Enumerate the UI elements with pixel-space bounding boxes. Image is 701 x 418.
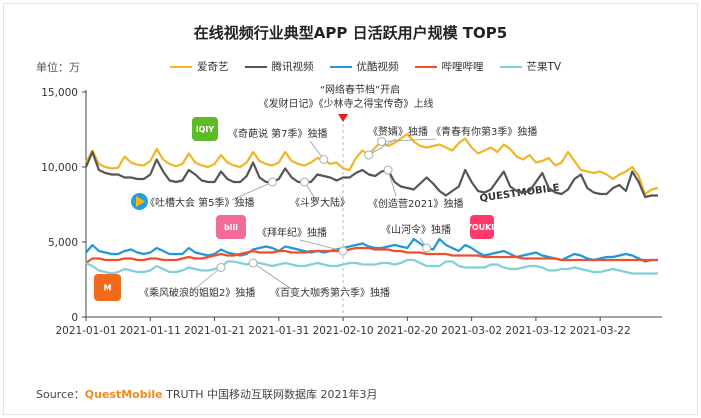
legend-label: 爱奇艺 xyxy=(197,61,229,73)
source-line: Source：QuestMobile TRUTH 中国移动互联网数据库 2021… xyxy=(36,386,378,402)
legend-item-3: 哔哩哔哩 xyxy=(414,59,484,74)
mgtv-logo-bg xyxy=(94,274,121,301)
annotation-label: 《斗罗大陆》 xyxy=(290,196,350,209)
legend-swatch xyxy=(499,65,522,68)
youku-logo-bg xyxy=(470,215,494,239)
mgtv-logo: M xyxy=(94,274,121,301)
annotation-point xyxy=(216,263,226,272)
legend-label: 优酷视频 xyxy=(356,61,399,73)
iqiyi-logo: iQIY xyxy=(192,117,218,141)
x-tick-label: 2021-01-21 xyxy=(184,325,245,337)
legend-swatch xyxy=(329,65,352,68)
legend-label: 哔哩哔哩 xyxy=(441,61,484,73)
annotation-leader xyxy=(252,262,291,289)
x-tick-label: 2021-01-11 xyxy=(120,325,181,337)
chart-legend: 爱奇艺 腾讯视频 优酷视频 哔哩哔哩 芒果TV xyxy=(170,59,577,74)
youku-logo-text: YOUKU xyxy=(465,223,497,232)
series-line-0 xyxy=(85,132,659,196)
annotation-leader xyxy=(381,138,437,142)
annotation-point xyxy=(422,243,432,253)
legend-swatch xyxy=(170,65,192,68)
annotation-point xyxy=(267,177,277,187)
annotation-label: 《赘婿》独播 xyxy=(368,125,428,138)
bilibili-logo-text: bili xyxy=(224,223,238,232)
legend-item-1: 腾讯视频 xyxy=(244,59,314,74)
annotation-point xyxy=(248,258,258,268)
annotation-leader xyxy=(299,239,344,252)
legend-item-2: 优酷视频 xyxy=(329,59,399,74)
chart-title: 在线视频行业典型APP 日活跃用户规模 TOP5 xyxy=(193,24,508,42)
legend-label: 芒果TV xyxy=(526,61,562,73)
x-tick-label: 2021-03-12 xyxy=(505,325,566,337)
bilibili-logo-bg xyxy=(216,215,246,239)
annotation-festival-title: “网络春节档”开启 xyxy=(320,83,400,96)
x-tick-label: 2021-02-20 xyxy=(377,325,438,337)
annotation-leader xyxy=(195,267,222,289)
legend-swatch xyxy=(414,65,437,68)
series-line-4 xyxy=(85,258,658,275)
iqiyi-logo-text: iQIY xyxy=(196,125,215,134)
festival-marker-triangle xyxy=(338,114,349,122)
series-line-1 xyxy=(84,150,658,199)
x-tick-label: 2021-03-22 xyxy=(570,325,631,337)
youku-logo: YOUKU xyxy=(465,215,498,239)
annotation-point xyxy=(300,177,310,187)
series-line-3 xyxy=(85,246,658,264)
annotation-label: 《青春有你第3季》独播 xyxy=(431,125,537,138)
legend-swatch xyxy=(244,65,267,68)
annotation-label: 《创造营2021》独播 xyxy=(368,197,463,210)
annotation-point xyxy=(377,137,387,146)
annotation-leader xyxy=(231,181,273,201)
annotation-label: 《拜年纪》独播 xyxy=(257,226,327,239)
legend-item-0: 爱奇艺 xyxy=(170,59,229,74)
unit-label: 单位：万 xyxy=(36,61,80,74)
series-line-2 xyxy=(85,237,658,263)
legend-label: 腾讯视频 xyxy=(271,61,314,73)
y-tick-label: 10,000 xyxy=(41,162,78,174)
y-tick-label: 0 xyxy=(71,312,78,324)
annotation-point xyxy=(383,165,393,175)
annotation-point xyxy=(338,246,348,256)
annotation-label: 《山河令》独播 xyxy=(381,223,451,236)
iqiyi-logo-bg xyxy=(192,117,218,141)
chart-frame xyxy=(3,3,698,415)
annotation-label: 《百变大咖秀第六季》独播 xyxy=(270,286,390,299)
annotation-festival-releases: 《发财日记》《少林寺之得宝传奇》上线 xyxy=(259,97,434,110)
annotation-label: 《奇葩说 第7季》独播 xyxy=(228,127,328,140)
y-tick-label: 5,000 xyxy=(48,237,78,249)
source-suffix: TRUTH 中国移动互联网数据库 2021年3月 xyxy=(162,388,378,401)
source-prefix: Source： xyxy=(36,388,85,401)
x-tick-label: 2021-03-02 xyxy=(441,325,502,337)
annotation-label: 《吐槽大会 第5季》独播 xyxy=(145,196,255,209)
annotation-label: 《乘风破浪的姐姐2》独播 xyxy=(139,286,255,299)
annotation-point xyxy=(319,155,329,164)
bilibili-logo: bili xyxy=(216,215,246,239)
x-tick-label: 2021-01-31 xyxy=(248,325,309,337)
annotation-leader xyxy=(387,169,397,197)
source-brand: QuestMobile xyxy=(84,388,163,401)
play-icon xyxy=(136,196,145,207)
x-tick-label: 2021-01-01 xyxy=(55,325,116,337)
x-tick-label: 2021-02-10 xyxy=(313,325,374,337)
mgtv-logo-text: M xyxy=(104,284,112,293)
annotation-leader xyxy=(368,138,397,156)
y-tick-label: 15,000 xyxy=(41,87,78,99)
legend-item-4: 芒果TV xyxy=(499,59,562,74)
annotation-point xyxy=(364,150,374,160)
